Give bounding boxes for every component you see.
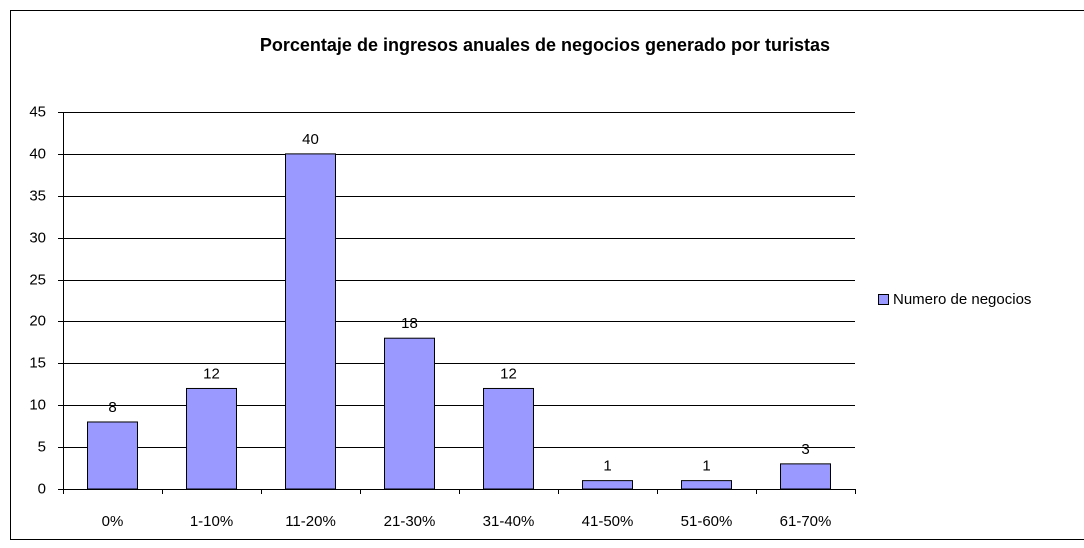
value-label: 3 [801, 441, 809, 458]
bar [681, 480, 732, 490]
y-tick-label: 5 [38, 438, 46, 455]
y-tick-label: 15 [29, 354, 46, 371]
value-label: 40 [302, 131, 319, 148]
y-tick-label: 40 [29, 145, 46, 162]
bar [483, 387, 534, 490]
x-tick-label: 0% [102, 513, 124, 530]
chart-frame [10, 10, 1084, 540]
y-tick-label: 0 [38, 480, 46, 497]
bar [87, 421, 138, 490]
y-tick-label: 35 [29, 187, 46, 204]
bar [582, 480, 633, 490]
value-label: 18 [401, 315, 418, 332]
legend-label: Numero de negocios [893, 291, 1031, 308]
y-tick-label: 10 [29, 396, 46, 413]
value-label: 12 [203, 365, 220, 382]
value-label: 1 [603, 458, 611, 475]
bar [384, 337, 435, 490]
x-tick-label: 1-10% [190, 513, 233, 530]
x-tick-label: 51-60% [681, 513, 733, 530]
value-label: 1 [702, 458, 710, 475]
legend-swatch [878, 294, 889, 305]
bar [186, 387, 237, 490]
value-label: 12 [500, 365, 517, 382]
y-tick-label: 25 [29, 271, 46, 288]
x-tick-label: 31-40% [483, 513, 535, 530]
x-tick-label: 61-70% [780, 513, 832, 530]
y-tick-label: 45 [29, 103, 46, 120]
x-tick-label: 21-30% [384, 513, 436, 530]
chart-title: Porcentaje de ingresos anuales de negoci… [260, 35, 830, 55]
bar [780, 463, 831, 490]
x-tick-label: 41-50% [582, 513, 634, 530]
y-tick-label: 30 [29, 229, 46, 246]
y-tick-label: 20 [29, 312, 46, 329]
value-label: 8 [108, 399, 116, 416]
bar [285, 153, 336, 490]
x-tick-label: 11-20% [285, 513, 336, 530]
